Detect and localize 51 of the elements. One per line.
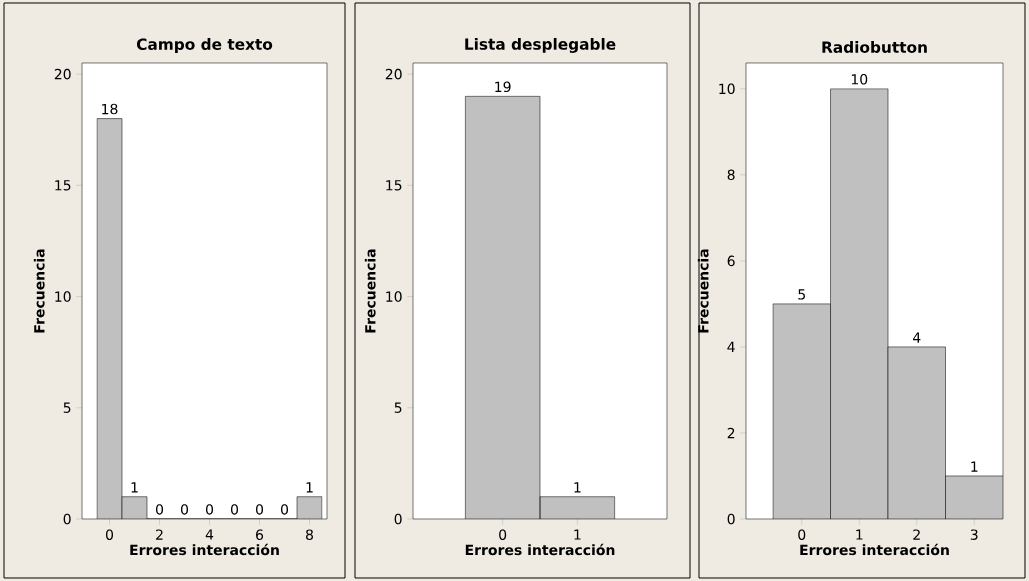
y-tick-label: 0 [727,513,735,525]
data-label: 18 [102,103,118,115]
y-tick-label: 0 [394,513,402,525]
x-axis-title: Errores interacción [800,543,949,556]
chart-title: Lista desplegable [465,37,616,53]
x-axis-title: Errores interacción [130,543,279,556]
data-label: 0 [230,504,239,515]
data-label: 1 [306,482,313,493]
x-tick-label: 2 [913,529,920,540]
data-label: 1 [131,482,138,493]
y-tick-label: 15 [386,180,402,191]
y-axis-title: Frecuencia [33,249,45,333]
y-tick-label: 10 [719,83,735,95]
data-label: 5 [798,289,805,300]
x-axis-title: Errores interacción [465,543,615,556]
x-tick-label: 3 [970,529,978,540]
y-tick-label: 5 [63,402,71,413]
y-tick-label: 8 [727,169,735,181]
data-label: 19 [495,81,511,93]
data-label: 10 [851,73,868,85]
x-tick-label: 2 [156,529,163,540]
x-tick-label: 1 [856,529,863,540]
y-tick-label: 4 [727,341,735,353]
x-tick-label: 1 [574,529,581,540]
x-tick-label: 4 [205,529,214,540]
x-tick-label: 0 [798,529,806,540]
y-axis-title: Frecuencia [364,249,376,333]
y-tick-label: 15 [55,180,71,191]
data-label: 0 [280,504,289,515]
x-tick-label: 8 [305,529,313,540]
y-axis-title: Frecuencia [697,249,709,333]
y-tick-label: 6 [727,255,735,267]
y-tick-label: 2 [727,427,735,439]
data-label: 0 [255,504,264,515]
data-label: 4 [913,332,921,343]
x-tick-label: 0 [105,529,114,540]
y-tick-label: 10 [55,291,71,302]
chart-title: Campo de texto [136,38,273,53]
y-tick-label: 20 [385,68,402,80]
y-tick-label: 0 [63,513,71,525]
y-tick-label: 10 [386,291,402,302]
data-label: 0 [180,504,189,515]
data-label: 0 [205,504,214,515]
data-label: 0 [155,504,164,515]
x-tick-label: 0 [499,529,507,540]
x-tick-label: 6 [256,529,264,540]
y-tick-label: 5 [394,402,402,413]
data-label: 1 [574,482,581,493]
y-tick-label: 20 [54,68,71,80]
chart-title: Radiobutton [822,41,927,53]
data-label: 1 [971,461,978,472]
